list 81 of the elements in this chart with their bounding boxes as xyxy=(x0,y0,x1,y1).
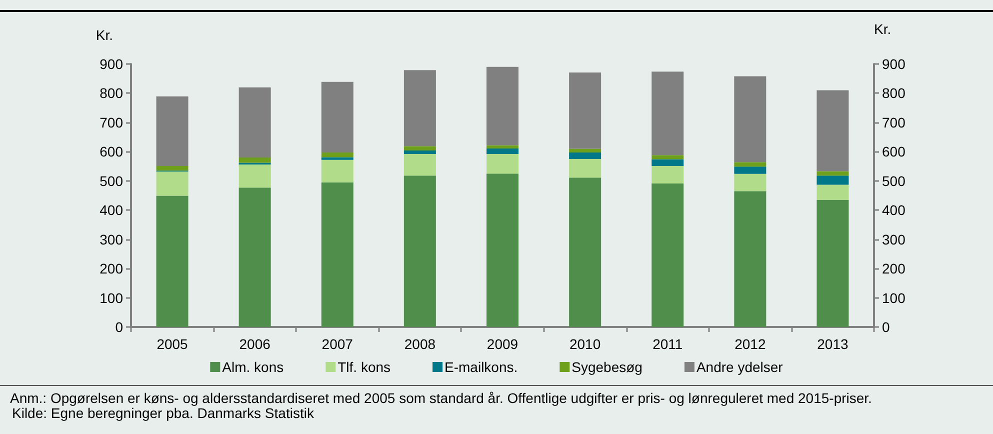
y-axis-title: Kr. xyxy=(96,27,113,43)
legend-label: Tlf. kons xyxy=(338,359,391,375)
bar xyxy=(156,172,188,196)
legend-label: Andre ydelser xyxy=(696,359,784,375)
text: Anm.: Opgørelsen er køns- og aldersstandardiseret med 2005 som standard år. Offentlige udgifter er pris- og lønreguleret med 2015-priser. xyxy=(9,390,873,406)
bar xyxy=(652,166,684,184)
bar xyxy=(404,154,436,176)
bar xyxy=(652,155,684,160)
y-tick-label: 800 xyxy=(100,85,124,102)
bar xyxy=(404,176,436,327)
bar xyxy=(652,184,684,327)
y-tick-label: 400 xyxy=(100,202,124,218)
x-tick-label: 2008 xyxy=(404,336,436,352)
bar xyxy=(156,166,188,171)
bar xyxy=(156,196,188,327)
bar xyxy=(238,164,271,188)
bar xyxy=(486,174,518,327)
bar xyxy=(652,159,684,166)
y-tick-label: 0 xyxy=(115,319,124,335)
bar xyxy=(569,158,602,178)
y2-tick-label: 700 xyxy=(882,114,906,130)
bar xyxy=(238,158,271,163)
y-tick-label: 300 xyxy=(100,231,124,248)
x-tick-label: 2007 xyxy=(322,336,354,352)
bar xyxy=(321,82,354,153)
bar xyxy=(569,72,602,149)
bar xyxy=(156,96,188,166)
bar xyxy=(404,70,436,146)
bar xyxy=(569,152,602,159)
x-tick-label: 2005 xyxy=(156,336,188,352)
bar xyxy=(734,162,766,167)
bar xyxy=(816,176,849,185)
y2-tick-label: 500 xyxy=(882,172,906,189)
bar xyxy=(816,184,849,200)
bar xyxy=(569,178,602,327)
bar xyxy=(404,150,436,154)
bar xyxy=(486,145,518,148)
bar xyxy=(569,148,602,153)
y2-axis-title: Kr. xyxy=(874,21,892,37)
bar xyxy=(404,146,436,150)
x-tick-label: 2013 xyxy=(817,336,849,352)
y2-tick-label: 900 xyxy=(882,56,906,72)
y-tick-label: 900 xyxy=(100,56,124,72)
x-tick-label: 2010 xyxy=(569,336,601,352)
bar xyxy=(321,182,354,327)
bar xyxy=(321,157,354,160)
legend-label: E-mailkons. xyxy=(444,359,518,375)
bar xyxy=(321,160,354,182)
y2-tick-label: 400 xyxy=(882,202,906,218)
bar xyxy=(816,90,849,172)
bar xyxy=(652,72,684,156)
y-tick-label: 500 xyxy=(100,172,124,189)
bar xyxy=(816,200,849,327)
x-tick-label: 2012 xyxy=(734,336,766,352)
y-tick-label: 600 xyxy=(100,144,124,160)
x-tick-label: 2009 xyxy=(486,336,518,352)
bar xyxy=(238,188,271,327)
y-tick-label: 200 xyxy=(100,260,124,277)
bar xyxy=(486,66,518,146)
bar xyxy=(486,148,518,154)
bar xyxy=(734,174,766,192)
y2-tick-label: 200 xyxy=(882,260,906,277)
bar xyxy=(734,76,766,162)
y2-tick-label: 0 xyxy=(882,319,890,335)
x-tick-label: 2011 xyxy=(652,336,683,352)
x-tick-label: 2006 xyxy=(239,336,271,352)
bar xyxy=(734,166,766,174)
y2-tick-label: 600 xyxy=(882,144,906,160)
bar xyxy=(816,171,849,176)
y-tick-label: 700 xyxy=(100,114,124,130)
y2-tick-label: 300 xyxy=(882,231,906,248)
legend-label: Alm. kons xyxy=(222,359,284,375)
bar xyxy=(238,87,271,158)
y2-tick-label: 100 xyxy=(882,290,906,306)
text: Kilde: Egne beregninger pba. Danmarks Statistik xyxy=(11,405,315,421)
bar xyxy=(734,191,766,327)
bar xyxy=(486,154,518,174)
y2-tick-label: 800 xyxy=(882,85,906,102)
y-tick-label: 100 xyxy=(100,290,124,306)
legend-label: Sygebesøg xyxy=(572,359,642,375)
bar xyxy=(321,152,354,158)
